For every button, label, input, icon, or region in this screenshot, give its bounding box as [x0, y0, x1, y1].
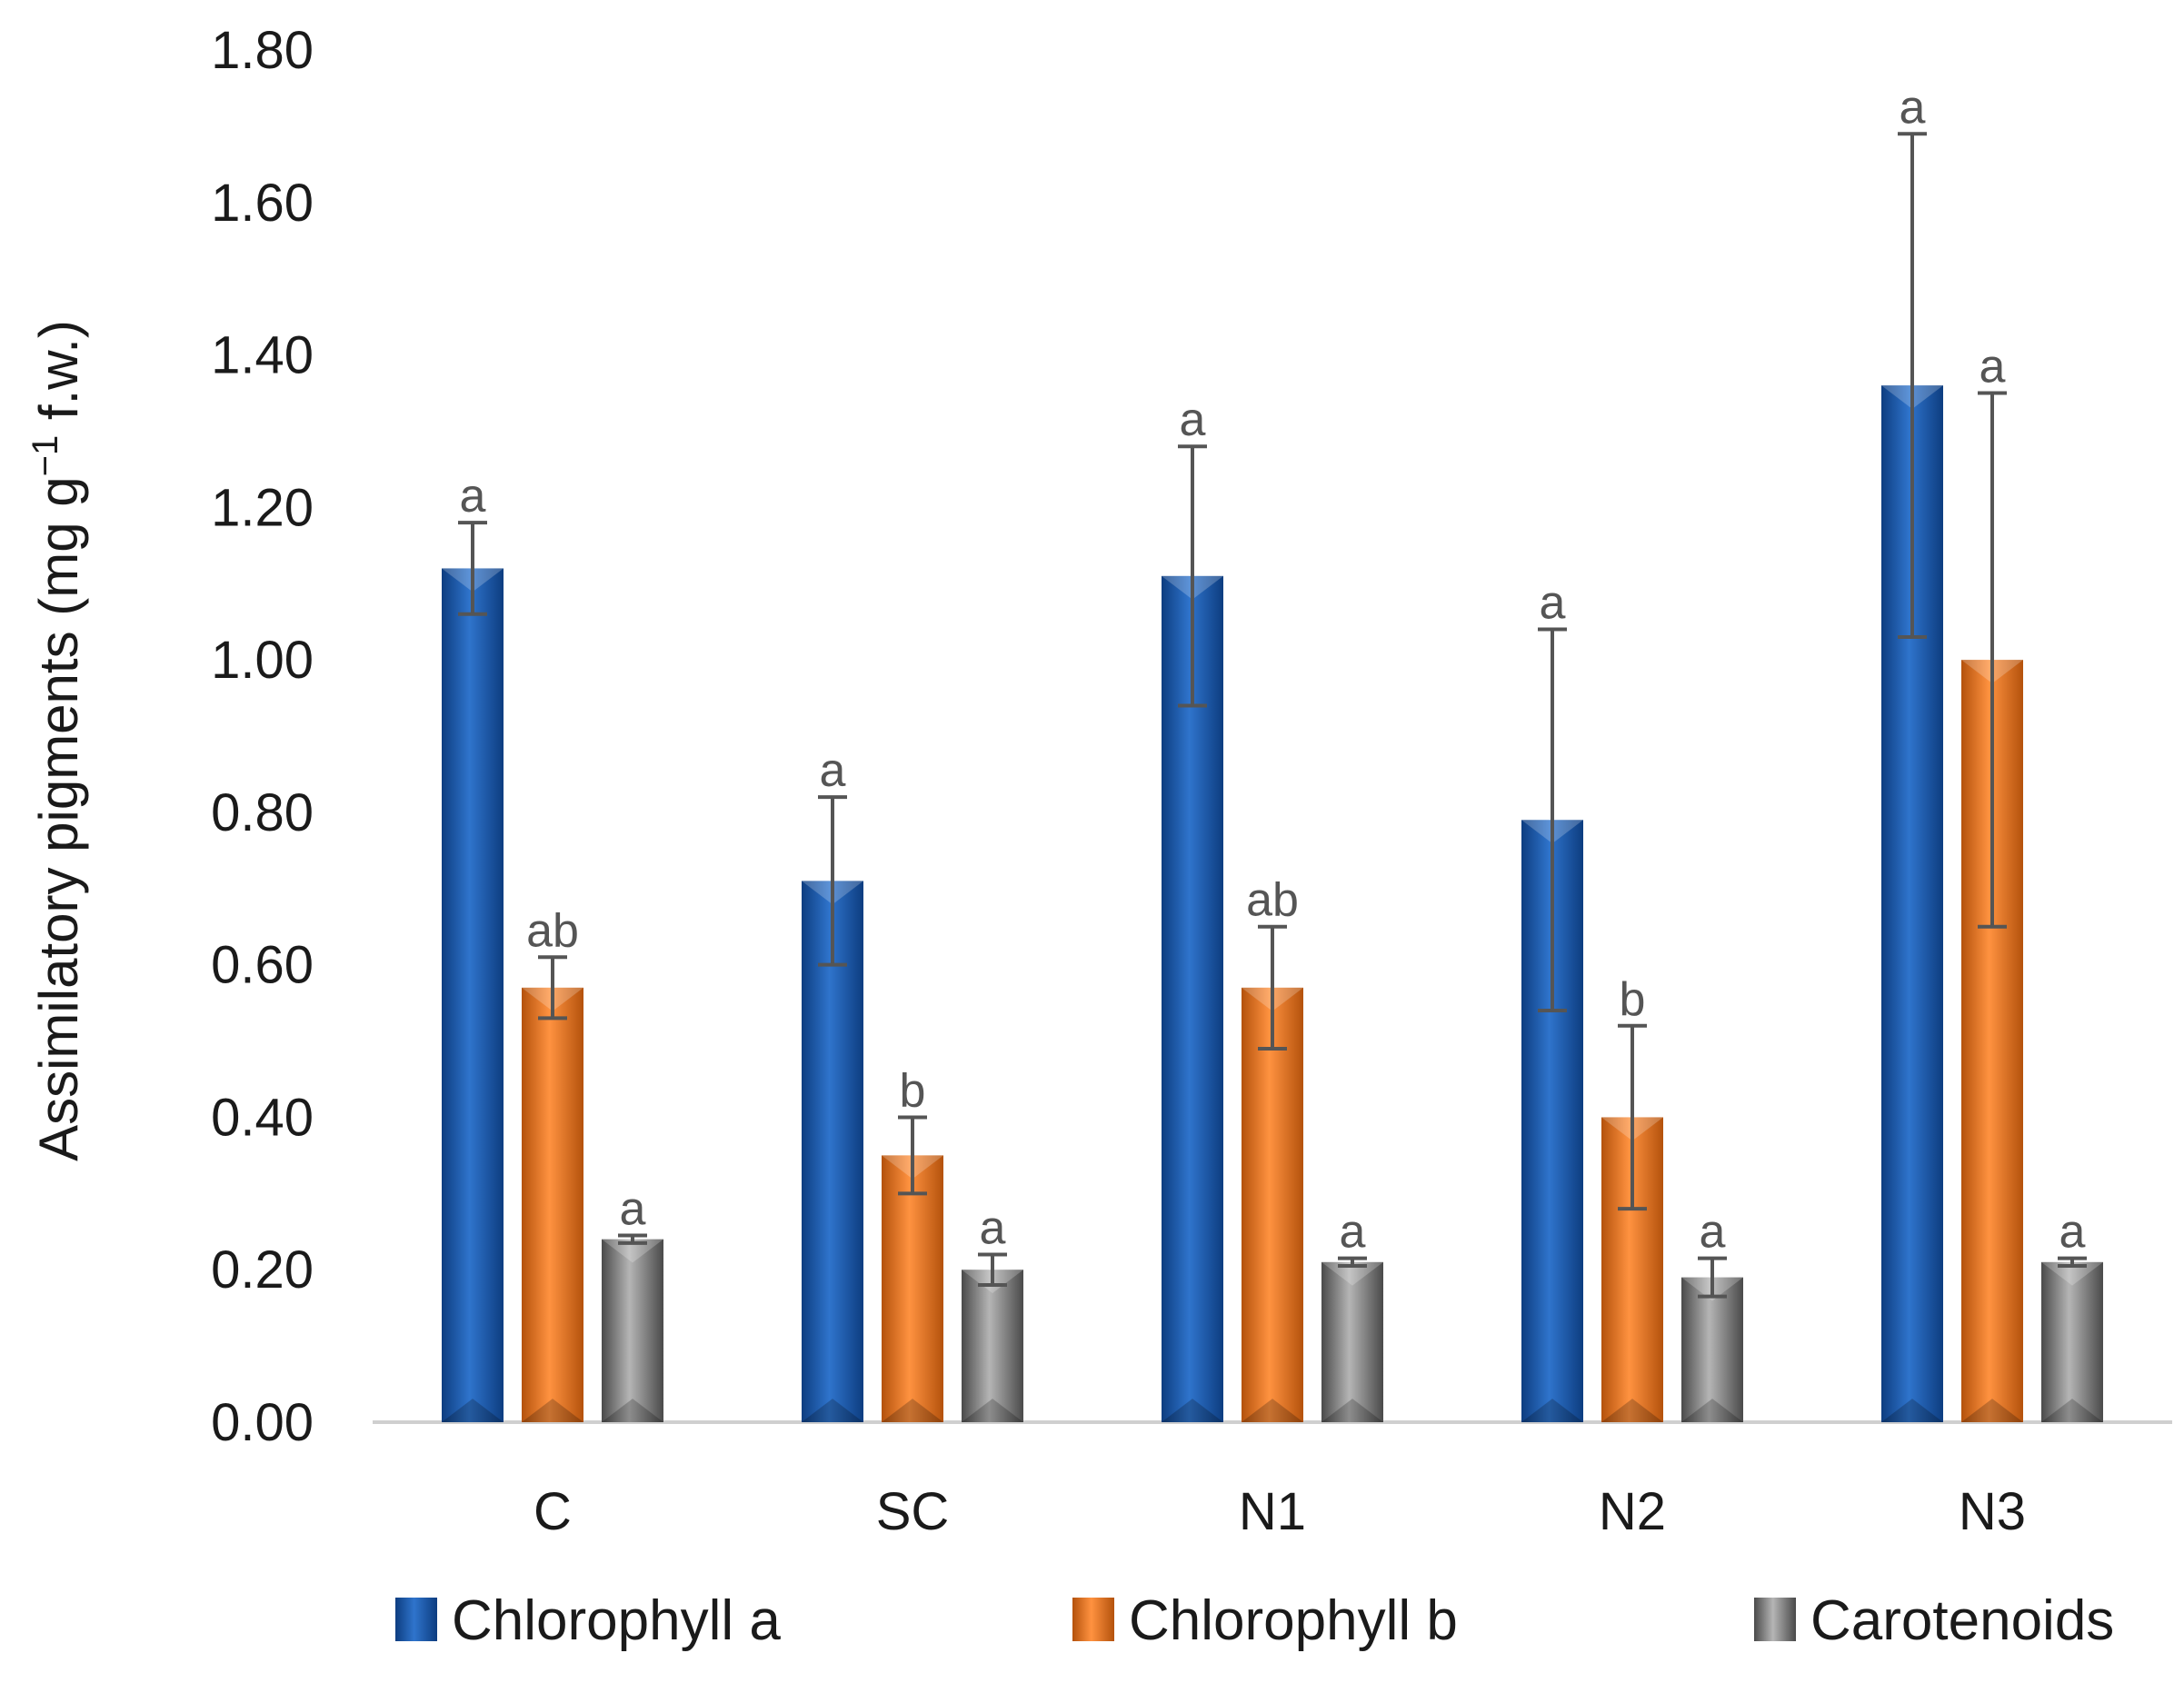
significance-label: a — [1900, 81, 1926, 134]
bar-bottom-bevel — [882, 1399, 943, 1422]
bar — [522, 987, 583, 1422]
x-tick-label: N1 — [1239, 1482, 1306, 1541]
significance-label: a — [460, 470, 486, 523]
y-tick-label: 0.80 — [211, 783, 314, 842]
bar — [962, 1270, 1023, 1422]
error-bars — [458, 132, 2087, 1299]
significance-label: a — [620, 1182, 646, 1235]
legend: Chlorophyll a Chlorophyll b Carotenoids — [395, 1589, 2114, 1652]
bars — [442, 385, 2103, 1423]
x-tick-label: C — [534, 1482, 572, 1541]
bar — [1242, 987, 1303, 1422]
x-tick-label: N3 — [1959, 1482, 2026, 1541]
y-axis-title: Assimilatory pigments (mg g−1 f.w.) — [25, 320, 89, 1161]
bar — [2041, 1261, 2103, 1422]
y-axis-title-superscript: −1 — [25, 435, 65, 477]
y-axis-title-main: Assimilatory pigments (mg g — [28, 476, 89, 1161]
legend-swatch — [1072, 1598, 1114, 1641]
y-tick-label: 1.20 — [211, 478, 314, 537]
y-tick-label: 1.00 — [211, 631, 314, 690]
y-tick-label: 1.60 — [211, 174, 314, 233]
error-bar — [1698, 1256, 1727, 1299]
bar-top-bevel — [602, 1239, 663, 1263]
significance-label: a — [1700, 1206, 1726, 1259]
legend-label: Chlorophyll a — [452, 1589, 781, 1652]
significance-label: b — [900, 1064, 926, 1117]
bar-bottom-bevel — [522, 1399, 583, 1422]
bar-bottom-bevel — [802, 1399, 863, 1422]
error-bar — [898, 1115, 927, 1196]
bar-bottom-bevel — [1961, 1399, 2023, 1422]
legend-swatch — [395, 1598, 437, 1641]
bar-bottom-bevel — [1242, 1399, 1303, 1422]
error-bar — [1538, 627, 1567, 1012]
legend-label: Chlorophyll b — [1129, 1589, 1458, 1652]
bar-bottom-bevel — [1521, 1399, 1583, 1422]
bar-bottom-bevel — [2041, 1399, 2103, 1422]
legend-item: Chlorophyll b — [1072, 1589, 1458, 1652]
legend-item: Chlorophyll a — [395, 1589, 781, 1652]
significance-label: b — [1620, 973, 1646, 1026]
significance-label: a — [1540, 577, 1566, 630]
y-tick-label: 0.00 — [211, 1393, 314, 1452]
error-bar — [458, 521, 487, 616]
x-tick-label: SC — [876, 1482, 950, 1541]
significance-label: a — [980, 1201, 1006, 1254]
error-bar — [978, 1252, 1007, 1287]
error-bar — [1178, 444, 1207, 708]
y-tick-label: 1.40 — [211, 326, 314, 385]
legend-item: Carotenoids — [1754, 1589, 2114, 1652]
significance-label: ab — [526, 904, 579, 957]
significance-label: ab — [1246, 874, 1299, 927]
bar-bottom-bevel — [1162, 1399, 1223, 1422]
x-axis: C SC N1 N2 N3 — [373, 1420, 2172, 1541]
bar — [442, 568, 504, 1422]
error-bar — [1978, 391, 2007, 929]
bar — [882, 1155, 943, 1422]
significance-label: a — [1340, 1206, 1366, 1259]
bar — [1321, 1261, 1383, 1422]
y-axis-title-suffix: f.w.) — [28, 320, 89, 435]
bar-bottom-bevel — [1681, 1399, 1743, 1422]
error-bar — [1258, 924, 1287, 1051]
significance-label: a — [820, 744, 846, 797]
significance-label: a — [1180, 393, 1206, 446]
legend-label: Carotenoids — [1810, 1589, 2114, 1652]
bar-bottom-bevel — [442, 1399, 504, 1422]
bar-bottom-bevel — [1321, 1399, 1383, 1422]
bar-bottom-bevel — [1601, 1399, 1663, 1422]
legend-swatch — [1754, 1598, 1796, 1641]
bar-bottom-bevel — [1881, 1399, 1943, 1422]
error-bar — [2058, 1256, 2087, 1269]
significance-label: a — [2059, 1206, 2086, 1259]
bar — [802, 881, 863, 1422]
y-axis: 0.00 0.20 0.40 0.60 0.80 1.00 1.20 1.40 1.60 1.80 — [211, 21, 314, 1452]
bar — [1162, 575, 1223, 1422]
y-tick-label: 1.80 — [211, 21, 314, 80]
bar — [1681, 1277, 1743, 1422]
bar-top-bevel — [2041, 1261, 2103, 1286]
y-tick-label: 0.40 — [211, 1088, 314, 1147]
y-tick-label: 0.60 — [211, 936, 314, 995]
bar — [602, 1239, 663, 1422]
error-bar — [618, 1233, 647, 1245]
significance-label: a — [1980, 341, 2006, 393]
x-tick-label: N2 — [1599, 1482, 1666, 1541]
error-bar — [818, 795, 847, 967]
error-bar — [538, 955, 567, 1021]
bar-top-bevel — [1321, 1261, 1383, 1286]
bar-bottom-bevel — [602, 1399, 663, 1422]
bar-bottom-bevel — [962, 1399, 1023, 1422]
y-tick-label: 0.20 — [211, 1240, 314, 1300]
error-bar — [1898, 132, 1927, 639]
error-bar — [1618, 1023, 1647, 1211]
error-bar — [1338, 1256, 1367, 1269]
